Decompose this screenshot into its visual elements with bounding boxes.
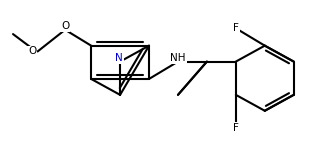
Text: O: O [61,21,69,31]
Text: O: O [28,46,36,56]
Text: F: F [233,123,239,133]
Text: F: F [233,23,239,33]
Text: N: N [115,53,123,63]
Text: NH: NH [170,53,186,63]
